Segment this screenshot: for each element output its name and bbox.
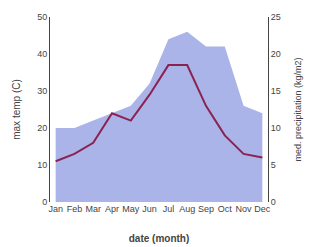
svg-text:20: 20 [271, 49, 281, 59]
svg-text:max temp (C): max temp (C) [11, 79, 22, 140]
svg-text:50: 50 [37, 12, 47, 22]
svg-text:Nov: Nov [236, 204, 253, 214]
svg-text:Mar: Mar [85, 204, 101, 214]
svg-text:Jun: Jun [142, 204, 157, 214]
svg-text:10: 10 [37, 160, 47, 170]
svg-text:5: 5 [271, 160, 276, 170]
svg-text:Dec: Dec [254, 204, 271, 214]
svg-text:25: 25 [271, 12, 281, 22]
svg-text:20: 20 [37, 123, 47, 133]
svg-text:med. precipitation (kg/m2): med. precipitation (kg/m2) [293, 57, 303, 161]
svg-text:Jul: Jul [163, 204, 175, 214]
svg-text:May: May [122, 204, 140, 214]
svg-text:Apr: Apr [105, 204, 119, 214]
svg-text:Aug: Aug [179, 204, 195, 214]
svg-text:10: 10 [271, 123, 281, 133]
svg-text:0: 0 [271, 197, 276, 207]
svg-text:30: 30 [37, 86, 47, 96]
svg-text:Feb: Feb [67, 204, 83, 214]
svg-text:40: 40 [37, 49, 47, 59]
svg-text:15: 15 [271, 86, 281, 96]
svg-text:Oct: Oct [218, 204, 233, 214]
svg-text:Sep: Sep [198, 204, 214, 214]
svg-text:Jan: Jan [48, 204, 63, 214]
svg-text:0: 0 [42, 197, 47, 207]
svg-text:date (month): date (month) [129, 233, 190, 244]
